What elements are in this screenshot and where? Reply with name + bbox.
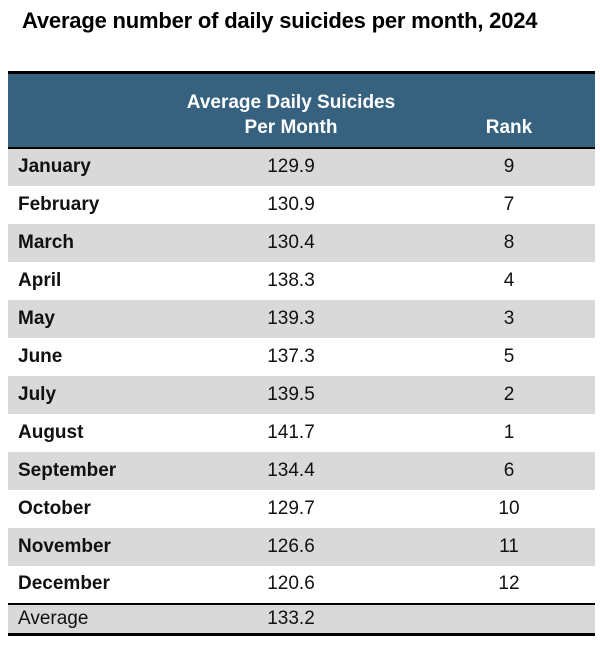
rank-cell: 7 — [503, 193, 515, 215]
table-body: January 129.9 9 February 130.9 7 March 130.4 8 Ap… — [8, 147, 595, 604]
table-row: December 120.6 12 — [8, 566, 595, 604]
table-row: June 137.3 5 — [8, 338, 595, 376]
month-cell: February — [18, 193, 100, 215]
table-header: Average Daily Suicides Per Month Rank — [8, 71, 595, 149]
table-row: January 129.9 9 — [8, 147, 595, 186]
average-rank — [423, 602, 595, 636]
value-cell: 130.4 — [159, 223, 423, 262]
table-row: September 134.4 6 — [8, 451, 595, 490]
average-row: Average 133.2 — [8, 602, 595, 636]
monthly-suicides-table: Average Daily Suicides Per Month Rank Ja… — [8, 71, 595, 636]
rank-cell: 8 — [423, 223, 595, 262]
value-cell: 134.4 — [159, 451, 423, 490]
rank-cell: 11 — [423, 527, 595, 566]
rank-cell: 3 — [423, 299, 595, 338]
value-cell: 137.3 — [267, 345, 315, 367]
data-table-figure: Average Daily Suicides Per Month Rank Ja… — [8, 71, 595, 636]
value-cell: 138.3 — [267, 269, 315, 291]
value-cell: 129.9 — [159, 147, 423, 186]
month-cell: January — [8, 147, 159, 186]
header-row: Average Daily Suicides Per Month Rank — [8, 71, 595, 149]
table-row: October 129.7 10 — [8, 490, 595, 528]
rank-cell: 1 — [503, 421, 515, 443]
average-value: 133.2 — [159, 602, 423, 636]
month-column-header — [8, 71, 159, 149]
value-cell: 139.3 — [159, 299, 423, 338]
table-row: February 130.9 7 — [8, 186, 595, 224]
rank-cell: 9 — [423, 147, 595, 186]
month-cell: July — [8, 375, 159, 414]
rank-cell: 2 — [423, 375, 595, 414]
table-footer: Average 133.2 — [8, 602, 595, 636]
table-row: April 138.3 4 — [8, 262, 595, 300]
value-cell: 126.6 — [159, 527, 423, 566]
value-cell: 130.9 — [267, 193, 315, 215]
table-row: November 126.6 11 — [8, 527, 595, 566]
page-title: Average number of daily suicides per mon… — [22, 8, 538, 33]
rank-column-header: Rank — [423, 71, 595, 149]
table-row: August 141.7 1 — [8, 414, 595, 452]
month-cell: December — [18, 573, 110, 594]
rank-cell: 10 — [498, 497, 520, 519]
value-cell: 139.5 — [159, 375, 423, 414]
value-column-header-line1: Average Daily Suicides — [186, 91, 396, 113]
average-label: Average — [8, 602, 159, 636]
month-cell: September — [8, 451, 159, 490]
month-cell: August — [18, 421, 84, 443]
month-cell: March — [8, 223, 159, 262]
month-cell: October — [18, 497, 91, 519]
rank-cell: 12 — [498, 573, 520, 594]
month-cell: April — [18, 269, 62, 291]
table-row: May 139.3 3 — [8, 299, 595, 338]
rank-cell: 6 — [423, 451, 595, 490]
rank-cell: 4 — [503, 269, 515, 291]
value-column-header: Average Daily Suicides Per Month — [159, 71, 423, 149]
value-cell: 141.7 — [267, 421, 315, 443]
month-cell: November — [8, 527, 159, 566]
month-cell: May — [8, 299, 159, 338]
table-row: July 139.5 2 — [8, 375, 595, 414]
value-column-header-line2: Per Month — [244, 116, 338, 138]
rank-cell: 5 — [503, 345, 515, 367]
table-row: March 130.4 8 — [8, 223, 595, 262]
month-cell: June — [18, 345, 63, 367]
value-cell: 120.6 — [267, 573, 315, 594]
value-cell: 129.7 — [267, 497, 315, 519]
